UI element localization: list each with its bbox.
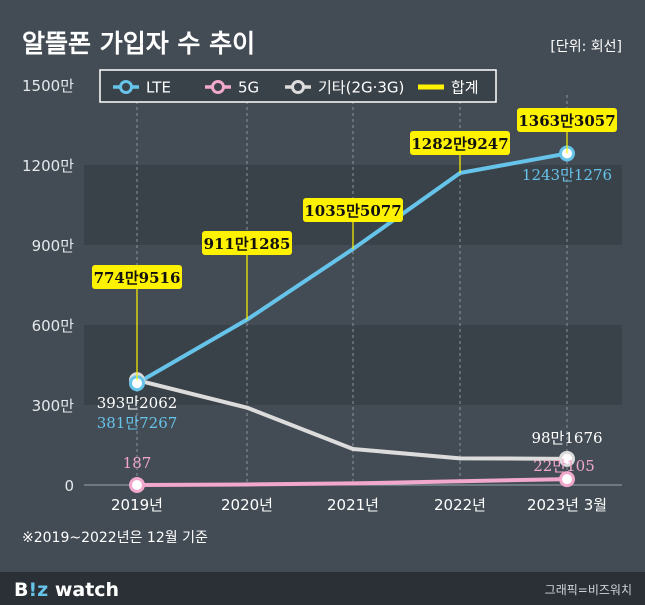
point-labels: 393만2062 381만7267 187 1243만1276 98만1676 22만10… — [97, 166, 612, 475]
total-box — [303, 198, 403, 222]
unit-note: [단위: 회선] — [550, 39, 622, 55]
y-tick-label: 900만 — [32, 237, 75, 255]
chart-title: 알뜰폰 가입자 수 추이 — [22, 29, 255, 58]
brand-logo-b: B — [14, 579, 28, 601]
y-tick-label: 1500만 — [22, 77, 74, 95]
series-line-fiveg — [135, 477, 569, 487]
y-tick-label: 1200만 — [22, 157, 74, 175]
legend-marker-lte — [119, 80, 133, 94]
total-label: 1282만9247 — [411, 135, 508, 153]
total-label: 1363만3057 — [518, 112, 615, 130]
x-tick-label: 2021년 — [327, 496, 379, 514]
total-box — [202, 231, 292, 255]
total-box — [410, 131, 510, 155]
legend-label-lte: LTE — [146, 79, 171, 97]
brand-logo-watch: watch — [48, 579, 119, 601]
legend: LTE 5G 기타(2G·3G) 합계 — [99, 69, 497, 103]
y-tick-label: 600만 — [32, 317, 75, 335]
series-line-other — [135, 378, 569, 461]
point-label-other: 98만1676 — [531, 429, 602, 447]
graphic-credit: 그래픽=비즈워치 — [545, 583, 632, 597]
x-tick-label: 2022년 — [434, 496, 486, 514]
legend-marker-other — [291, 80, 305, 94]
x-tick-label: 2023년 3월 — [527, 496, 607, 514]
point-label-fiveg: 22만105 — [533, 457, 595, 475]
y-tick-label: 0 — [64, 477, 74, 495]
total-box — [92, 265, 182, 289]
y-tick-label: 300만 — [32, 397, 75, 415]
point-label-lte: 381만7267 — [97, 414, 178, 432]
marker-fiveg — [129, 476, 145, 493]
x-tick-label: 2020년 — [221, 496, 273, 514]
footer-bar — [0, 572, 645, 605]
brand-logo-iz: !z — [28, 579, 48, 601]
point-label-lte: 1243만1276 — [522, 166, 612, 184]
brand-logo: B!z watch — [14, 579, 119, 601]
x-tick-label: 2019년 — [111, 496, 163, 514]
point-label-other: 393만2062 — [97, 394, 178, 412]
marker-fiveg — [559, 471, 575, 488]
total-label: 774만9516 — [94, 269, 181, 287]
marker-other — [559, 450, 575, 467]
footnote: ※2019~2022년은 12월 기준 — [22, 530, 208, 546]
total-label: 1035만5077 — [304, 202, 401, 220]
legend-label-other: 기타(2G·3G) — [318, 79, 404, 97]
total-labels: 774만9516 911만1285 1035만5077 1282만9247 1363만3… — [92, 108, 617, 381]
total-box — [517, 108, 617, 132]
x-axis-ticks: 2019년 2020년 2021년 2022년 2023년 3월 — [111, 496, 607, 514]
legend-label-total: 합계 — [451, 79, 479, 97]
legend-label-fiveg: 5G — [238, 79, 259, 97]
legend-marker-fiveg — [211, 80, 225, 94]
total-label: 911만1285 — [204, 235, 291, 253]
point-label-fiveg: 187 — [123, 454, 152, 472]
